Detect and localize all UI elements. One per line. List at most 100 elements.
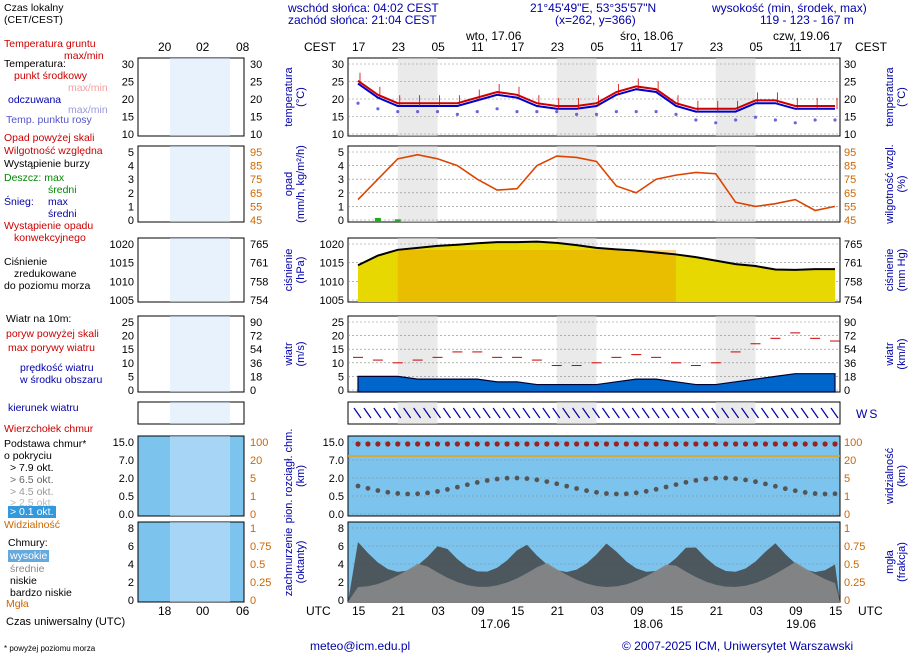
cloud-base-dot xyxy=(753,479,758,485)
dew-point xyxy=(654,110,658,114)
mini-night xyxy=(170,436,230,516)
cloud-base-dot xyxy=(812,491,818,496)
y2-tick: 0 xyxy=(844,595,850,607)
axis-title-left-unit: (m/s) xyxy=(295,341,307,366)
cloud-top-dot xyxy=(762,441,769,447)
cloud-base-dot xyxy=(772,483,778,489)
cloud-base-dot xyxy=(534,477,540,483)
temp-line xyxy=(357,82,835,113)
mini-y2-tick: 20 xyxy=(250,94,262,106)
wind-dir-arrow xyxy=(502,407,511,419)
day-label: czw, 19.06 xyxy=(773,29,830,43)
legend-pressure: Ciśnienie zredukowane do poziomu morza xyxy=(4,256,91,292)
email-link[interactable]: meteo@icm.edu.pl xyxy=(310,639,411,653)
wind-dir-arrow xyxy=(601,407,610,419)
axis-title-left-unit: (°C) xyxy=(295,87,307,107)
dew-point xyxy=(435,110,440,114)
dew-point xyxy=(495,107,499,111)
mini-tick-top: 02 xyxy=(196,40,210,54)
mini-y-tick: 1010 xyxy=(110,276,134,288)
legend-wind-dir: kierunek wiatru xyxy=(8,402,79,414)
cest-tick: 23 xyxy=(392,40,406,54)
cloud-top-dot xyxy=(723,441,729,447)
cloud-base-dot xyxy=(594,489,599,495)
mini-y-tick: 20 xyxy=(122,94,134,106)
legend-okt3: > 4.5 okt. xyxy=(10,486,54,498)
cloud-base-dot xyxy=(425,490,430,496)
cloud-base-dot xyxy=(763,481,768,487)
cloud-top-dot xyxy=(623,441,629,447)
mini-y2-tick: 754 xyxy=(250,295,268,307)
axis-title-left: temperatura xyxy=(283,66,295,126)
cloud-base-dot xyxy=(743,477,748,483)
day-label: śro, 18.06 xyxy=(620,29,674,43)
cloud-base-dot xyxy=(544,479,550,484)
cloud-top-dot xyxy=(534,441,540,447)
legend-cl-mid: średnie xyxy=(10,563,45,575)
y2-tick: 55 xyxy=(844,201,856,213)
legend-cl-vlow: bardzo niskie xyxy=(10,587,72,599)
y-tick: 25 xyxy=(332,77,344,89)
legend-wind-mean: prędkość wiatru w środku obszaru xyxy=(20,362,103,386)
mini-y-tick: 0.5 xyxy=(119,491,134,503)
cloud-top-dot xyxy=(643,441,649,447)
y2-tick: 0.5 xyxy=(844,559,859,571)
grid-cell: (x=262, y=366) xyxy=(555,13,636,27)
mini-y-tick: 5 xyxy=(128,371,134,383)
y2-tick: 1 xyxy=(844,491,850,503)
wind-dir-arrow xyxy=(393,407,402,419)
dew-point xyxy=(634,110,638,114)
wind-dir-arrow xyxy=(472,407,481,419)
axis-title-right: wilgotność wzgl. xyxy=(884,144,896,224)
mini-y2-tick: 20 xyxy=(250,455,262,467)
y-tick: 2.0 xyxy=(329,473,344,485)
mini-y-tick: 3 xyxy=(128,174,134,186)
cest-tick: 17 xyxy=(829,40,843,54)
y2-tick: 85 xyxy=(844,161,856,173)
cloud-base-dot xyxy=(514,475,520,481)
mini-y2-tick: 0.75 xyxy=(250,541,271,553)
cloud-base-dot xyxy=(355,483,361,489)
dew-point xyxy=(614,110,618,114)
wind-dir-arrow xyxy=(681,407,690,419)
utc-tick: 15 xyxy=(670,604,684,618)
cloud-base-dot xyxy=(474,480,480,485)
cloud-top-dot xyxy=(375,441,381,447)
mini-y2-tick: 0 xyxy=(250,595,256,607)
mini-y2-tick: 45 xyxy=(250,215,262,227)
pressure-warm-band xyxy=(397,250,676,302)
mini-tick-bottom: 06 xyxy=(236,604,250,618)
utc-label-left: UTC xyxy=(306,604,331,618)
utc-tick: 03 xyxy=(750,604,764,618)
cloud-base-dot xyxy=(683,479,689,485)
cloud-base-dot xyxy=(454,484,460,490)
wind-dir-arrow xyxy=(492,407,501,419)
cloud-base-dot xyxy=(524,476,530,481)
y2-tick: 20 xyxy=(844,455,856,467)
cloud-top-dot xyxy=(494,441,500,447)
y-tick: 5 xyxy=(338,147,344,159)
mini-y-tick: 0 xyxy=(128,385,134,397)
cloud-top-dot xyxy=(524,441,530,447)
cloud-top-dot xyxy=(484,441,490,447)
y2-tick: 15 xyxy=(844,112,856,124)
mini-y2-tick: 0.5 xyxy=(250,559,265,571)
mini-y2-tick: 100 xyxy=(250,437,268,449)
axis-title-right-unit: (mm Hg) xyxy=(896,249,908,292)
dew-point xyxy=(575,112,579,116)
wind-dir-arrow xyxy=(562,407,571,419)
y-tick: 1005 xyxy=(320,295,344,307)
mini-y-tick: 15 xyxy=(122,112,134,124)
mini-night xyxy=(170,238,230,302)
cest-tick: 17 xyxy=(670,40,684,54)
y2-tick: 0 xyxy=(844,509,850,521)
mini-y2-tick: 0.25 xyxy=(250,577,271,589)
mini-y-tick: 2.0 xyxy=(119,473,134,485)
dew-point xyxy=(455,112,459,116)
wind-dir-arrow xyxy=(611,407,620,419)
wind-dir-arrow xyxy=(512,407,521,419)
legend-wind-title: Wiatr na 10m: xyxy=(6,313,72,325)
dew-point xyxy=(793,121,797,125)
wind-dir-arrow xyxy=(353,407,362,419)
y2-tick: 75 xyxy=(844,174,856,186)
